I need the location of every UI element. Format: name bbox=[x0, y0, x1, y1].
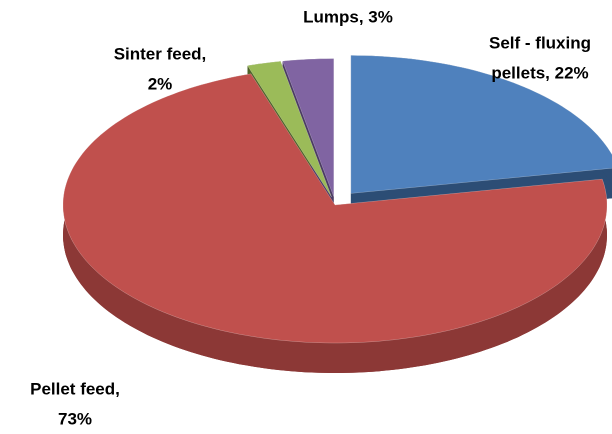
slice bbox=[62, 73, 608, 344]
data-label: Sinter feed, bbox=[114, 44, 207, 63]
data-label: Self - fluxing bbox=[489, 33, 591, 52]
data-label: Lumps, 3% bbox=[303, 7, 393, 26]
data-label: 2% bbox=[148, 74, 173, 93]
pie-tops bbox=[62, 55, 612, 344]
slice bbox=[350, 55, 612, 194]
slice bbox=[282, 58, 334, 197]
data-label: Pellet feed, bbox=[30, 379, 120, 398]
slice bbox=[247, 61, 332, 198]
data-label: pellets, 22% bbox=[491, 63, 588, 82]
data-label: 73% bbox=[58, 409, 92, 428]
